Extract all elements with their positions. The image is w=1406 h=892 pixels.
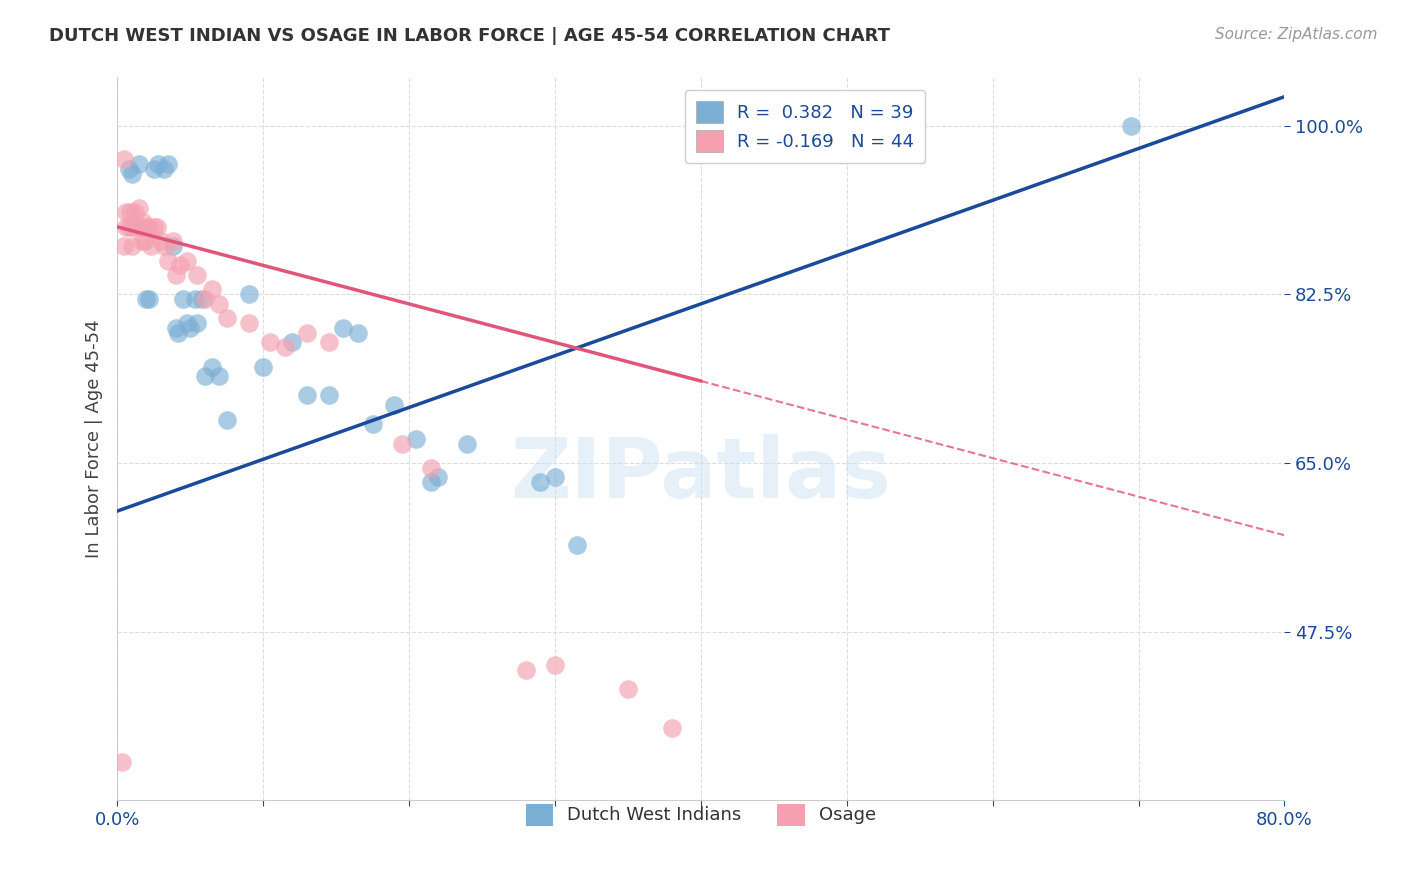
Point [153,161,176,176]
Point [114,153,136,167]
Point [128,201,150,215]
Point [135,219,157,234]
Point [165,268,187,282]
Point [391,436,413,450]
Point [238,287,260,301]
Point [617,682,640,697]
Text: Source: ZipAtlas.com: Source: ZipAtlas.com [1215,27,1378,42]
Point [176,316,198,330]
Point [157,157,180,171]
Point [419,475,441,490]
Y-axis label: In Labor Force | Age 45-54: In Labor Force | Age 45-54 [86,319,103,558]
Point [208,297,231,311]
Point [661,721,683,735]
Point [186,268,208,282]
Point [183,292,205,306]
Text: DUTCH WEST INDIAN VS OSAGE IN LABOR FORCE | AGE 45-54 CORRELATION CHART: DUTCH WEST INDIAN VS OSAGE IN LABOR FORC… [49,27,890,45]
Point [146,157,169,171]
Point [427,470,450,484]
Point [252,359,274,374]
Point [145,219,167,234]
Point [295,388,318,402]
Point [361,417,384,432]
Point [332,321,354,335]
Point [135,292,157,306]
Point [384,398,406,412]
Text: ZIPatlas: ZIPatlas [510,434,891,516]
Point [118,161,141,176]
Point [295,326,318,340]
Point [259,335,281,350]
Point [274,340,297,354]
Point [179,321,201,335]
Point [169,258,191,272]
Point [215,412,238,426]
Point [115,205,138,219]
Point [419,460,441,475]
Point [162,234,184,248]
Point [1121,119,1143,133]
Point [132,215,155,229]
Point [129,219,152,234]
Point [215,311,238,326]
Point [238,316,260,330]
Point [201,359,224,374]
Point [153,239,176,253]
Point [131,234,153,248]
Point [172,292,194,306]
Point [125,219,148,234]
Point [194,292,217,306]
Point [121,167,143,181]
Point [201,283,224,297]
Point [208,369,231,384]
Point [318,388,340,402]
Point [191,292,214,306]
Point [515,663,537,677]
Point [138,292,160,306]
Point [118,219,141,234]
Point [149,234,172,248]
Point [405,432,427,446]
Point [110,755,132,769]
Point [186,316,208,330]
Point [157,253,180,268]
Point [121,239,143,253]
Point [544,658,567,673]
Point [194,369,217,384]
Point [120,205,142,219]
Point [139,239,162,253]
Point [165,321,187,335]
Point [347,326,370,340]
Point [162,239,184,253]
Point [114,239,136,253]
Point [115,219,138,234]
Point [142,161,165,176]
Point [544,470,567,484]
Point [529,475,551,490]
Point [167,326,190,340]
Point [134,234,156,248]
Point [128,157,150,171]
Point [142,219,165,234]
Point [176,253,198,268]
Legend: Dutch West Indians, Osage: Dutch West Indians, Osage [516,795,886,835]
Point [121,219,143,234]
Point [565,538,588,552]
Point [124,205,146,219]
Point [281,335,304,350]
Point [138,219,160,234]
Point [318,335,340,350]
Point [456,436,478,450]
